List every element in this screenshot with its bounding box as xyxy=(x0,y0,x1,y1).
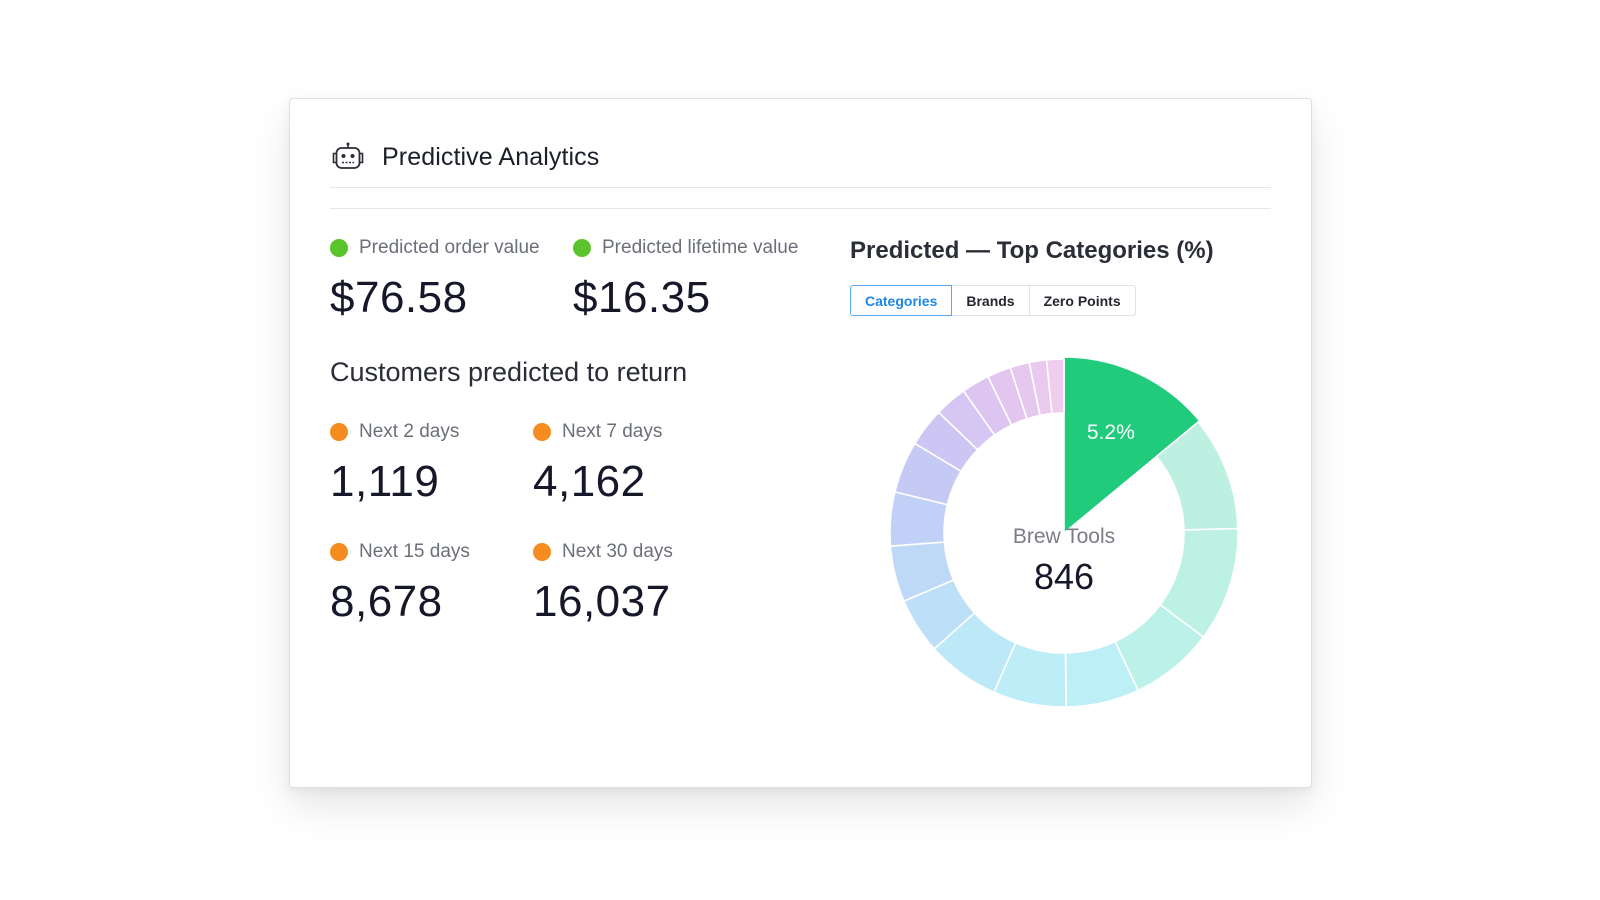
donut-center-label: Brew Tools xyxy=(1013,525,1115,548)
metric-value: 1,119 xyxy=(330,457,440,506)
orange-dot-icon xyxy=(330,543,348,561)
orange-dot-icon xyxy=(330,423,348,441)
card-title: Predictive Analytics xyxy=(382,142,600,171)
chart-title: Predicted — Top Categories (%) xyxy=(850,237,1214,264)
metric-label: Next 2 days xyxy=(359,421,460,442)
donut-slice[interactable] xyxy=(1045,358,1065,415)
predicted-lifetime-value: Predicted lifetime value $16.35 xyxy=(573,237,798,323)
card-header: Predictive Analytics xyxy=(330,137,599,177)
green-dot-icon xyxy=(330,239,348,257)
orange-dot-icon xyxy=(533,543,551,561)
header-divider xyxy=(330,187,1271,188)
predictive-analytics-card: Predictive Analytics Predicted order val… xyxy=(289,98,1312,788)
metric-value: 4,162 xyxy=(533,457,646,506)
robot-icon xyxy=(332,142,364,169)
tab-categories[interactable]: Categories xyxy=(850,285,953,316)
tab-brands[interactable]: Brands xyxy=(951,285,1030,316)
metric-value: $16.35 xyxy=(573,273,711,322)
predicted-order-value: Predicted order value $76.58 xyxy=(330,237,540,323)
metric-label: Next 15 days xyxy=(359,541,470,562)
return-next-30-days: Next 30 days 16,037 xyxy=(533,541,673,627)
tab-zero-points[interactable]: Zero Points xyxy=(1028,285,1136,316)
return-next-2-days: Next 2 days 1,119 xyxy=(330,421,459,507)
content-divider xyxy=(330,208,1271,209)
donut-center-value: 846 xyxy=(1034,556,1094,597)
metric-label: Predicted order value xyxy=(359,237,540,258)
metric-label: Predicted lifetime value xyxy=(602,237,799,258)
metric-label: Next 7 days xyxy=(562,421,663,442)
metric-label: Next 30 days xyxy=(562,541,673,562)
return-next-15-days: Next 15 days 8,678 xyxy=(330,541,470,627)
metric-value: 16,037 xyxy=(533,577,671,626)
donut-slice-highlighted[interactable] xyxy=(1063,356,1201,535)
chart-tab-group: Categories Brands Zero Points xyxy=(850,285,1136,316)
green-dot-icon xyxy=(573,239,591,257)
return-next-7-days: Next 7 days 4,162 xyxy=(533,421,662,507)
returns-section-title: Customers predicted to return xyxy=(330,357,688,387)
orange-dot-icon xyxy=(533,423,551,441)
highlight-percent-label: 5.2% xyxy=(1087,421,1135,444)
categories-donut-chart: 5.2% Brew Tools 846 xyxy=(889,356,1239,708)
metric-value: 8,678 xyxy=(330,577,443,626)
metric-value: $76.58 xyxy=(330,273,468,322)
